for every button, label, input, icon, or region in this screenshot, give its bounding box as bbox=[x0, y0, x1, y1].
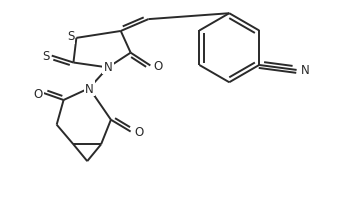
Text: S: S bbox=[67, 30, 74, 43]
Text: N: N bbox=[85, 82, 94, 95]
Text: O: O bbox=[153, 60, 163, 73]
Text: O: O bbox=[134, 125, 143, 138]
Text: N: N bbox=[103, 61, 112, 74]
Text: N: N bbox=[301, 64, 310, 77]
Text: S: S bbox=[42, 50, 50, 63]
Text: O: O bbox=[33, 87, 43, 100]
